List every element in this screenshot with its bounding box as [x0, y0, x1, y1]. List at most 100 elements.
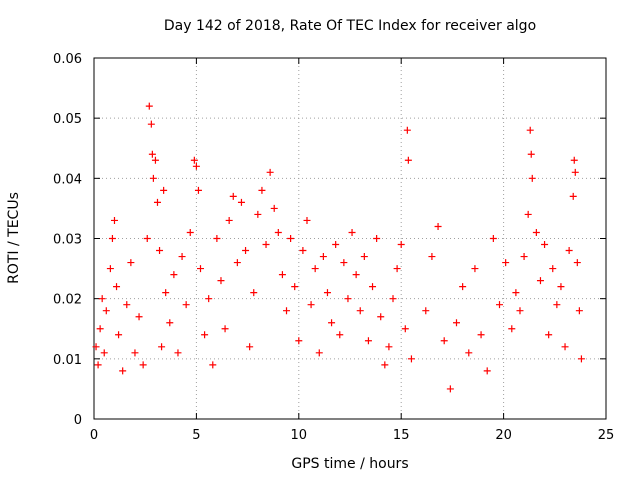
data-point: [145, 102, 153, 110]
data-point: [407, 355, 415, 363]
data-point: [166, 319, 174, 327]
data-point: [561, 343, 569, 351]
y-axis-label: ROTI / TECUs: [6, 192, 22, 284]
data-point: [573, 259, 581, 267]
data-point: [541, 241, 549, 249]
data-point: [508, 325, 516, 333]
data-point: [194, 186, 202, 194]
data-point: [100, 349, 108, 357]
data-point: [192, 162, 200, 170]
data-point: [565, 247, 573, 255]
data-point: [209, 361, 217, 369]
data-point: [213, 235, 221, 242]
data-point: [549, 265, 557, 273]
y-tick-label: 0.05: [53, 112, 82, 127]
data-point: [575, 307, 583, 315]
data-point: [328, 319, 336, 327]
data-point: [221, 325, 229, 333]
data-point: [278, 271, 286, 279]
data-point: [389, 295, 397, 303]
data-point: [403, 126, 411, 134]
data-point: [393, 265, 401, 273]
data-point: [237, 198, 245, 206]
data-point: [570, 156, 578, 164]
data-point: [196, 265, 204, 273]
axis-ticks: 0 5 10 15 20 25 0 0.01 0.02 0.03 0.04 0.05 0.06: [53, 52, 614, 443]
data-point: [465, 349, 473, 357]
data-point: [489, 235, 497, 242]
data-point: [92, 343, 100, 351]
data-point: [471, 265, 479, 273]
x-tick-label: 0: [90, 428, 98, 443]
data-point: [440, 337, 448, 345]
data-point: [512, 289, 520, 297]
data-point: [397, 241, 405, 249]
data-point: [360, 253, 368, 261]
data-point: [254, 210, 262, 218]
data-point: [295, 337, 303, 345]
data-point: [428, 253, 436, 261]
data-point: [149, 174, 157, 182]
data-point: [452, 319, 460, 327]
data-point: [332, 241, 340, 249]
x-tick-label: 10: [291, 428, 308, 443]
data-point: [446, 385, 454, 393]
data-point: [315, 349, 323, 357]
data-point: [502, 259, 510, 267]
data-point: [135, 313, 143, 321]
grid-lines: [94, 58, 606, 419]
data-point: [160, 186, 168, 194]
data-point: [532, 228, 540, 236]
data-point: [524, 210, 532, 218]
data-point: [526, 126, 534, 134]
y-tick-label: 0.01: [53, 353, 82, 368]
x-axis-label: GPS time / hours: [291, 456, 409, 472]
data-point: [178, 253, 186, 261]
data-point: [404, 156, 412, 164]
data-point: [516, 307, 524, 315]
data-point: [340, 259, 348, 267]
data-point: [352, 271, 360, 279]
data-point: [483, 367, 491, 375]
data-point: [156, 247, 164, 255]
data-point: [205, 295, 213, 303]
data-point: [385, 343, 393, 351]
data-point: [569, 192, 577, 200]
data-point: [344, 295, 352, 303]
data-point: [153, 198, 161, 206]
data-point: [190, 156, 198, 164]
data-point: [94, 361, 102, 369]
data-point: [96, 325, 104, 333]
data-point: [148, 150, 156, 158]
data-point: [131, 349, 139, 357]
data-point: [174, 349, 182, 357]
data-point: [143, 235, 151, 242]
y-tick-label: 0: [74, 413, 82, 428]
data-point: [364, 337, 372, 345]
data-point: [536, 277, 544, 285]
data-point: [319, 253, 327, 261]
data-point: [401, 325, 409, 333]
data-point: [242, 247, 250, 255]
data-point: [115, 331, 123, 339]
x-tick-label: 20: [495, 428, 512, 443]
data-point: [422, 307, 430, 315]
data-point: [545, 331, 553, 339]
data-point: [369, 283, 377, 291]
data-point: [356, 307, 364, 315]
data-point: [557, 283, 565, 291]
data-point: [311, 265, 319, 273]
data-point: [250, 289, 258, 297]
data-point: [307, 301, 315, 309]
x-tick-label: 15: [393, 428, 410, 443]
data-point: [229, 192, 237, 200]
data-point: [287, 235, 295, 242]
data-point: [119, 367, 127, 375]
data-point: [348, 228, 356, 236]
data-point: [246, 343, 254, 351]
data-point: [233, 259, 241, 267]
data-point: [127, 259, 135, 267]
data-point: [270, 204, 278, 212]
data-point: [434, 222, 442, 230]
data-point: [201, 331, 209, 339]
